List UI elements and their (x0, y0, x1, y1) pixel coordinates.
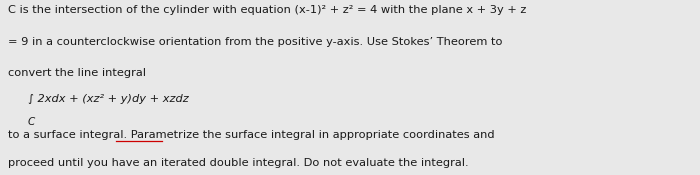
Text: to a surface integral. Parametrize the surface integral in appropriate coordinat: to a surface integral. Parametrize the s… (8, 130, 495, 139)
Text: C is the intersection of the cylinder with equation (x-1)² + z² = 4 with the pla: C is the intersection of the cylinder wi… (8, 5, 527, 15)
Text: = 9 in a counterclockwise orientation from the positive y-axis. Use Stokes’ Theo: = 9 in a counterclockwise orientation fr… (8, 37, 503, 47)
Text: proceed until you have an iterated double integral. Do not evaluate the integral: proceed until you have an iterated doubl… (8, 158, 469, 167)
Text: C: C (28, 117, 35, 127)
Text: ∫ 2xdx + (xz² + y)dy + xzdz: ∫ 2xdx + (xz² + y)dy + xzdz (28, 94, 189, 104)
Text: convert the line integral: convert the line integral (8, 68, 146, 78)
